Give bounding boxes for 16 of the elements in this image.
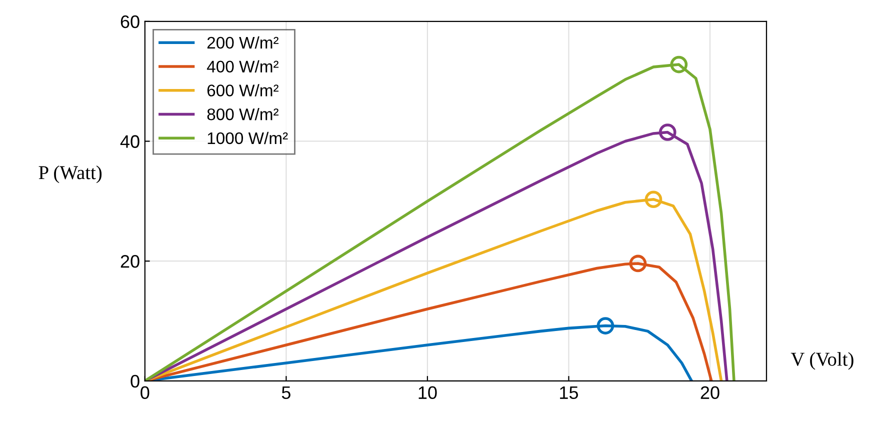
y-tick-label: 20 — [120, 255, 140, 268]
legend-label: 200 W/m² — [207, 36, 278, 49]
x-axis-title: V (Volt) — [790, 352, 854, 370]
x-tick-label: 10 — [418, 386, 437, 400]
y-tick-label: 40 — [120, 135, 140, 148]
x-tick-label: 20 — [700, 386, 720, 400]
x-tick-label: 15 — [560, 386, 578, 400]
legend-label: 400 W/m² — [206, 60, 278, 73]
legend-label: 800 W/m² — [207, 108, 278, 120]
y-tick-label: 60 — [120, 15, 140, 28]
y-axis-title: P (Watt) — [38, 166, 102, 184]
legend-label: 1000 W/m² — [208, 132, 288, 144]
y-tick-label: 0 — [130, 374, 140, 388]
x-tick-label: 5 — [282, 386, 290, 400]
legend-label: 600 W/m² — [207, 84, 278, 96]
x-tick-label: 0 — [140, 386, 150, 400]
